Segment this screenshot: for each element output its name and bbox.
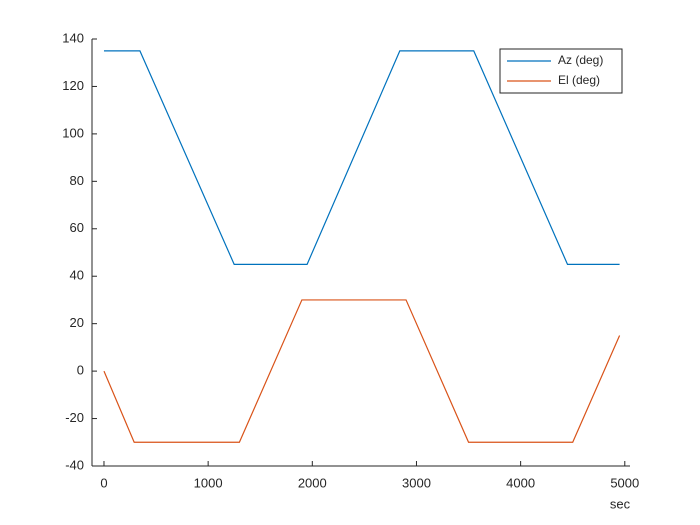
y-tick-label: -20: [65, 410, 84, 425]
x-tick-label: 5000: [610, 475, 639, 490]
y-tick-label: 20: [70, 315, 84, 330]
y-tick-label: 0: [77, 363, 84, 378]
y-tick-label: 120: [62, 78, 84, 93]
y-tick-label: 60: [70, 220, 84, 235]
x-tick-label: 0: [100, 475, 107, 490]
y-tick-label: 40: [70, 268, 84, 283]
y-tick-label: -40: [65, 457, 84, 472]
x-tick-label: 2000: [298, 475, 327, 490]
x-axis-label: sec: [610, 496, 631, 511]
y-tick-label: 140: [62, 30, 84, 45]
x-tick-label: 1000: [194, 475, 223, 490]
legend-box: [499, 48, 623, 94]
series-line: [103, 299, 621, 443]
legend-label: Az (deg): [558, 53, 603, 67]
y-tick-label: 100: [62, 125, 84, 140]
series-line: [103, 50, 620, 265]
legend-label: El (deg): [558, 73, 600, 87]
x-tick-label: 3000: [402, 475, 431, 490]
x-tick-label: 4000: [506, 475, 535, 490]
y-tick-label: 80: [70, 173, 84, 188]
